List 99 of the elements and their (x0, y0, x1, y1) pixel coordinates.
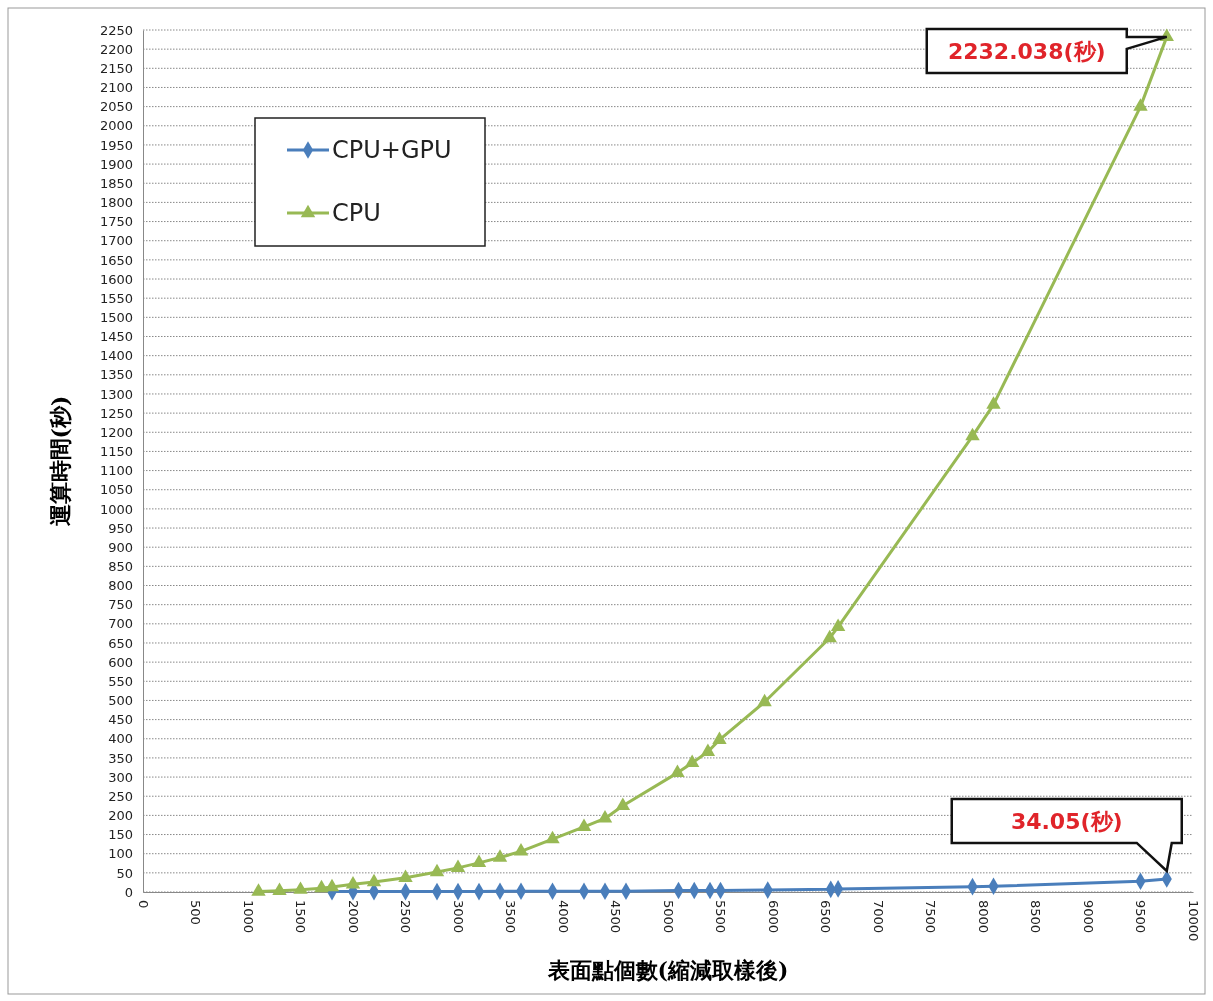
y-tick-label: 350 (108, 750, 133, 766)
x-tick-label: 4500 (608, 900, 624, 934)
point (272, 882, 287, 896)
y-tick-label: 800 (108, 578, 133, 594)
x-tick-label: 2000 (345, 900, 361, 934)
y-tick-label: 0 (124, 884, 133, 900)
y-tick-label: 700 (108, 616, 133, 632)
x-tick-label: 6000 (765, 900, 781, 934)
y-tick-label: 2250 (99, 22, 133, 38)
y-tick-label: 2050 (99, 99, 133, 115)
y-tick-label: 150 (108, 827, 133, 843)
x-tick-label: 9500 (1133, 900, 1149, 934)
point (986, 396, 1001, 409)
y-axis-title: 運算時間(秒) (47, 395, 73, 527)
x-tick-label: 500 (188, 900, 204, 925)
point (822, 629, 837, 643)
y-tick-label: 1700 (99, 233, 133, 249)
y-tick-label: 650 (108, 635, 133, 651)
point (576, 818, 592, 832)
y-tick-label: 400 (108, 731, 133, 747)
point (830, 618, 846, 632)
x-tick-label: 7000 (870, 900, 886, 934)
x-tick-label: 9000 (1080, 900, 1096, 934)
point (545, 830, 560, 844)
point (684, 754, 700, 768)
point (398, 869, 413, 882)
y-tick-label: 950 (108, 520, 133, 536)
y-tick-label: 1300 (99, 386, 133, 402)
y-tick-label: 1950 (99, 137, 133, 153)
y-tick-label: 1250 (99, 405, 133, 421)
y-tick-label: 1000 (99, 501, 133, 517)
y-tick-label: 600 (108, 654, 133, 670)
y-tick-label: 450 (108, 712, 133, 728)
y-tick-label: 1400 (99, 348, 133, 364)
point (450, 859, 466, 873)
x-tick-label: 3500 (503, 900, 519, 934)
point (670, 764, 685, 778)
x-tick-label: 1000 (240, 900, 256, 934)
x-tick-label: 7500 (923, 900, 939, 934)
y-tick-label: 1850 (99, 175, 133, 191)
y-tick-label: 550 (108, 673, 133, 689)
y-tick-label: 1750 (99, 214, 133, 230)
x-tick-label: 10000 (1185, 900, 1201, 942)
point (366, 873, 382, 887)
y-tick-label: 2200 (99, 41, 133, 57)
x-tick-label: 6500 (818, 900, 834, 934)
y-tick-label: 1550 (99, 290, 133, 306)
x-tick-label: 4000 (555, 900, 571, 934)
y-tick-label: 100 (108, 846, 133, 862)
y-tick-label: 1900 (99, 156, 133, 172)
y-tick-label: 1800 (99, 195, 133, 211)
point (597, 810, 613, 823)
y-tick-label: 1650 (99, 252, 133, 268)
x-tick-label: 2500 (398, 900, 414, 934)
x-axis-title: 表面點個數(縮減取樣後) (546, 957, 789, 983)
x-tick-label: 1500 (293, 900, 309, 934)
x-tick-label: 0 (135, 900, 151, 909)
y-tick-label: 1100 (99, 463, 133, 479)
y-tick-label: 200 (108, 808, 133, 824)
y-tick-label: 1200 (99, 424, 133, 440)
y-tick-label: 750 (108, 597, 133, 613)
y-tick-label: 500 (108, 693, 133, 709)
y-tick-label: 50 (116, 865, 133, 881)
legend-label: CPU (332, 199, 381, 228)
point (513, 843, 529, 856)
point (712, 731, 727, 745)
point (492, 849, 508, 862)
y-tick-label: 1050 (99, 482, 133, 498)
y-tick-label: 1450 (99, 329, 133, 345)
y-tick-label: 1350 (99, 367, 133, 383)
point (251, 883, 266, 896)
annotation: 34.05(秒) (1010, 808, 1123, 834)
point (1133, 98, 1148, 111)
x-tick-label: 8500 (1028, 900, 1044, 934)
x-tick-label: 8000 (975, 900, 991, 934)
point (471, 854, 487, 868)
y-tick-label: 2150 (99, 60, 133, 76)
y-tick-label: 300 (108, 769, 133, 785)
point (293, 881, 308, 894)
y-tick-label: 2100 (99, 80, 133, 96)
point (615, 797, 631, 810)
y-tick-label: 1500 (99, 309, 133, 325)
point (757, 693, 772, 707)
point (700, 743, 716, 756)
x-tick-label: 5000 (660, 900, 676, 934)
point (345, 876, 361, 889)
y-tick-label: 900 (108, 539, 133, 555)
point (314, 879, 329, 893)
annotation: 2232.038(秒) (947, 38, 1106, 64)
y-tick-label: 2000 (99, 118, 133, 134)
point (429, 863, 445, 877)
x-tick-label: 3000 (450, 900, 466, 934)
y-tick-label: 1600 (99, 271, 133, 287)
x-tick-label: 5500 (713, 900, 729, 934)
point (965, 427, 980, 441)
y-tick-label: 250 (108, 788, 133, 804)
legend-label: CPU+GPU (332, 136, 452, 165)
y-tick-label: 1150 (99, 444, 133, 460)
y-tick-label: 850 (108, 559, 133, 575)
